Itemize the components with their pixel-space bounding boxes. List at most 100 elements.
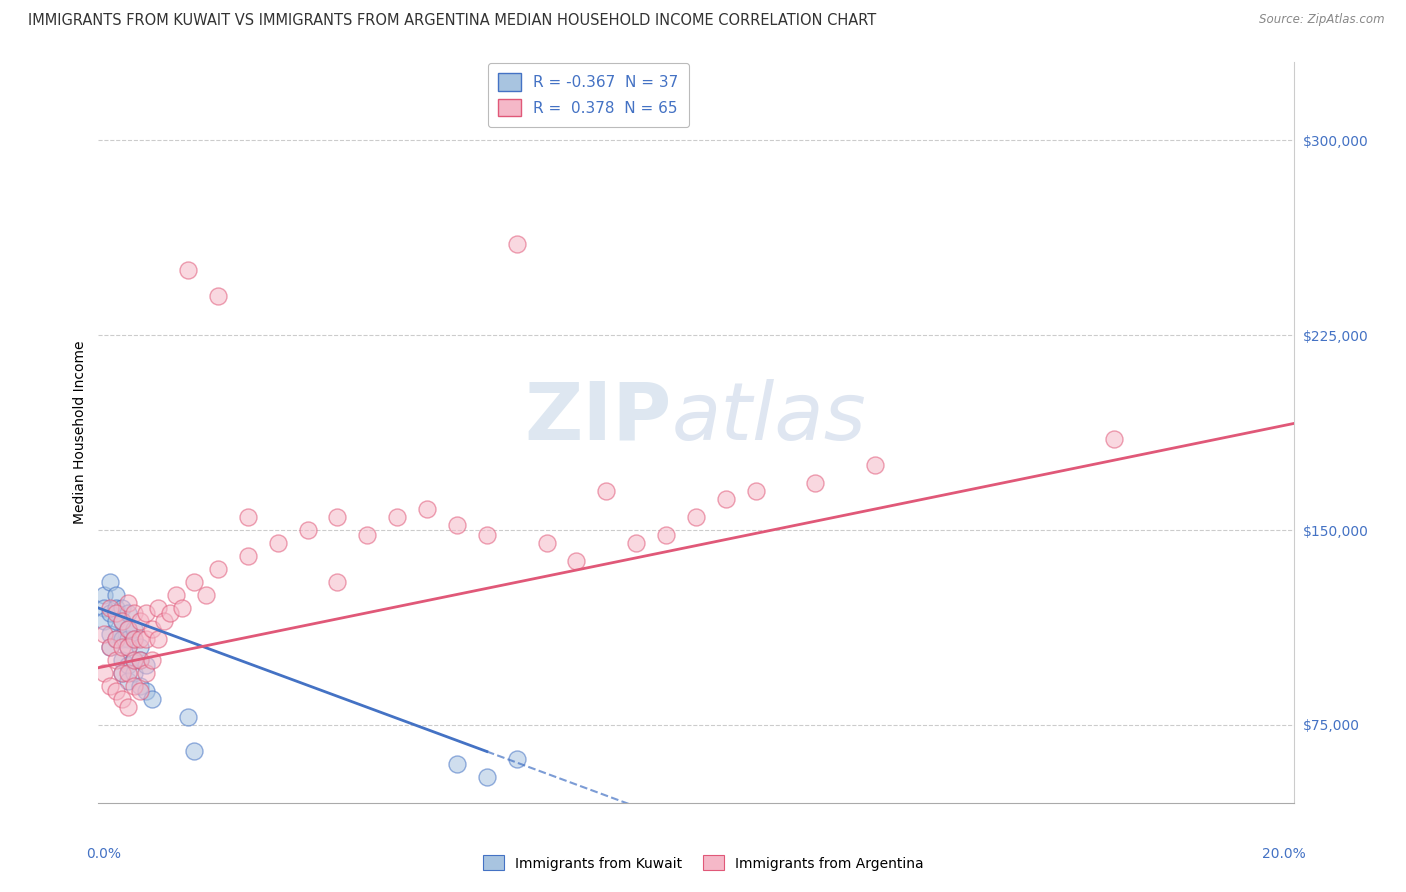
Point	[124, 665, 146, 680]
Point	[141, 622, 163, 636]
Point	[135, 665, 157, 680]
Point	[124, 606, 146, 620]
Point	[111, 614, 134, 628]
Point	[385, 510, 409, 524]
Point	[129, 679, 152, 693]
Text: ZIP: ZIP	[524, 379, 672, 457]
Point	[93, 627, 115, 641]
Point	[565, 554, 588, 568]
Point	[124, 679, 146, 693]
Point	[446, 756, 468, 771]
Point	[111, 665, 134, 680]
Point	[129, 684, 152, 698]
Point	[172, 601, 194, 615]
Point	[117, 622, 139, 636]
Point	[129, 653, 152, 667]
Point	[105, 632, 128, 647]
Point	[141, 692, 163, 706]
Point	[98, 601, 122, 615]
Point	[105, 653, 128, 667]
Point	[183, 574, 205, 589]
Point	[714, 491, 737, 506]
Point	[129, 640, 152, 654]
Point	[117, 606, 139, 620]
Point	[141, 653, 163, 667]
Point	[446, 517, 468, 532]
Point	[105, 606, 128, 620]
Point	[135, 606, 157, 620]
Point	[356, 528, 378, 542]
Point	[177, 263, 200, 277]
Point	[195, 588, 218, 602]
Point	[117, 673, 139, 688]
Point	[135, 632, 157, 647]
Point	[98, 640, 122, 654]
Point	[536, 536, 558, 550]
Point	[111, 692, 134, 706]
Point	[93, 588, 115, 602]
Point	[135, 658, 157, 673]
Point	[124, 653, 146, 667]
Point	[111, 632, 134, 647]
Point	[117, 622, 139, 636]
Point	[148, 632, 170, 647]
Point	[105, 601, 128, 615]
Point	[416, 502, 439, 516]
Point	[117, 640, 139, 654]
Point	[111, 665, 134, 680]
Point	[111, 653, 134, 667]
Point	[129, 653, 152, 667]
Point	[93, 601, 115, 615]
Point	[111, 614, 134, 628]
Y-axis label: Median Household Income: Median Household Income	[73, 341, 87, 524]
Point	[98, 627, 122, 641]
Point	[207, 289, 229, 303]
Point	[105, 632, 128, 647]
Point	[236, 510, 259, 524]
Point	[105, 588, 128, 602]
Point	[506, 237, 529, 252]
Text: 20.0%: 20.0%	[1261, 847, 1306, 861]
Point	[98, 640, 122, 654]
Point	[626, 536, 648, 550]
Point	[655, 528, 678, 542]
Point	[165, 588, 187, 602]
Point	[105, 684, 128, 698]
Point	[124, 653, 146, 667]
Point	[117, 596, 139, 610]
Point	[93, 665, 115, 680]
Point	[267, 536, 290, 550]
Point	[297, 523, 319, 537]
Point	[159, 606, 181, 620]
Point	[865, 458, 887, 472]
Point	[153, 614, 176, 628]
Point	[117, 699, 139, 714]
Point	[117, 665, 139, 680]
Point	[124, 622, 146, 636]
Point	[117, 632, 139, 647]
Point	[124, 632, 146, 647]
Point	[135, 684, 157, 698]
Point	[98, 679, 122, 693]
Point	[207, 562, 229, 576]
Point	[475, 528, 498, 542]
Text: atlas: atlas	[672, 379, 868, 457]
Point	[117, 640, 139, 654]
Point	[117, 658, 139, 673]
Point	[148, 601, 170, 615]
Point	[685, 510, 707, 524]
Legend: R = -0.367  N = 37, R =  0.378  N = 65: R = -0.367 N = 37, R = 0.378 N = 65	[488, 62, 689, 127]
Point	[98, 574, 122, 589]
Point	[129, 614, 152, 628]
Point	[475, 770, 498, 784]
Point	[804, 476, 827, 491]
Point	[105, 614, 128, 628]
Text: IMMIGRANTS FROM KUWAIT VS IMMIGRANTS FROM ARGENTINA MEDIAN HOUSEHOLD INCOME CORR: IMMIGRANTS FROM KUWAIT VS IMMIGRANTS FRO…	[28, 13, 876, 29]
Text: Source: ZipAtlas.com: Source: ZipAtlas.com	[1260, 13, 1385, 27]
Point	[326, 574, 349, 589]
Point	[1104, 432, 1126, 446]
Point	[177, 710, 200, 724]
Point	[236, 549, 259, 563]
Point	[326, 510, 349, 524]
Point	[111, 601, 134, 615]
